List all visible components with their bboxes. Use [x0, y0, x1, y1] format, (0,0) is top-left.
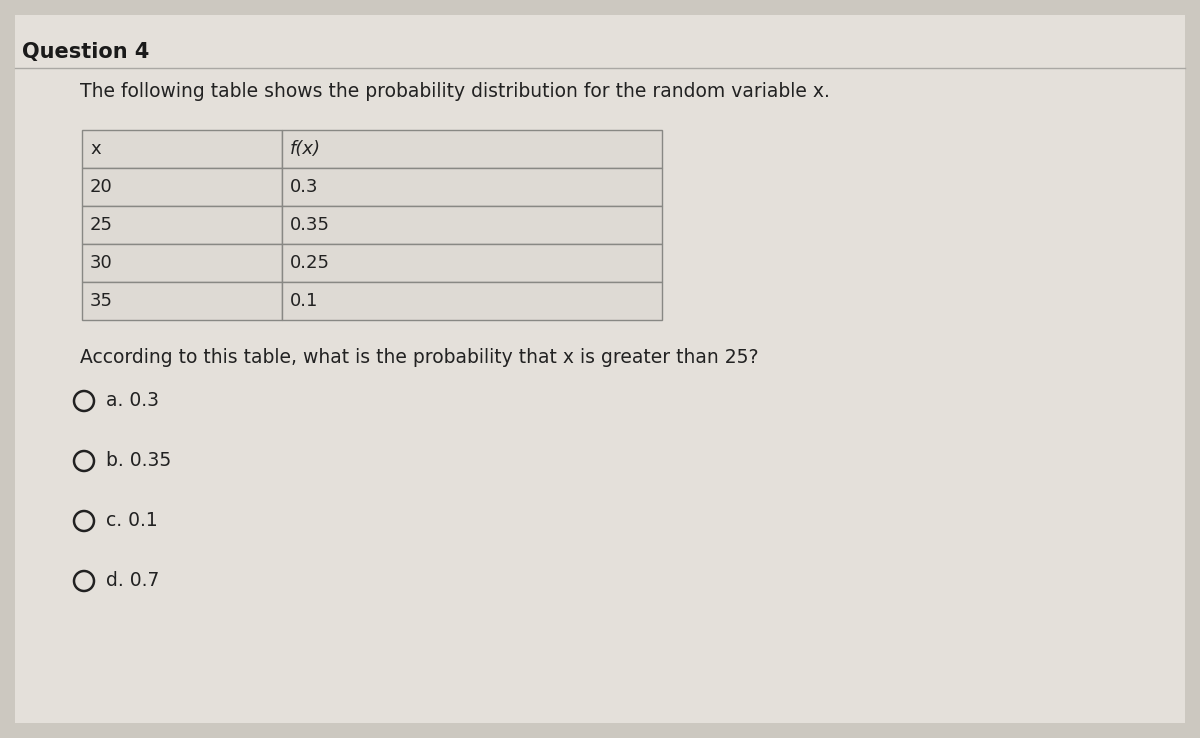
Text: The following table shows the probability distribution for the random variable x: The following table shows the probabilit… [80, 82, 830, 101]
Text: 0.25: 0.25 [290, 254, 330, 272]
Text: b. 0.35: b. 0.35 [106, 452, 172, 471]
Bar [282, 206, 662, 244]
Text: Question 4: Question 4 [22, 42, 149, 62]
Bar [82, 282, 282, 320]
Bar [82, 206, 282, 244]
Bar [82, 130, 282, 168]
Text: 0.1: 0.1 [290, 292, 318, 310]
Text: 0.3: 0.3 [290, 178, 318, 196]
Text: 35: 35 [90, 292, 113, 310]
Text: f(x): f(x) [290, 140, 322, 158]
Text: 20: 20 [90, 178, 113, 196]
Text: d. 0.7: d. 0.7 [106, 571, 160, 590]
Text: 30: 30 [90, 254, 113, 272]
Text: a. 0.3: a. 0.3 [106, 391, 158, 410]
Bar [82, 168, 282, 206]
Bar [282, 244, 662, 282]
Bar [282, 130, 662, 168]
Bar [282, 168, 662, 206]
Text: According to this table, what is the probability that x is greater than 25?: According to this table, what is the pro… [80, 348, 758, 367]
Text: 25: 25 [90, 216, 113, 234]
Bar [282, 282, 662, 320]
Text: x: x [90, 140, 101, 158]
Text: c. 0.1: c. 0.1 [106, 511, 157, 531]
Bar [82, 244, 282, 282]
Text: 0.35: 0.35 [290, 216, 330, 234]
